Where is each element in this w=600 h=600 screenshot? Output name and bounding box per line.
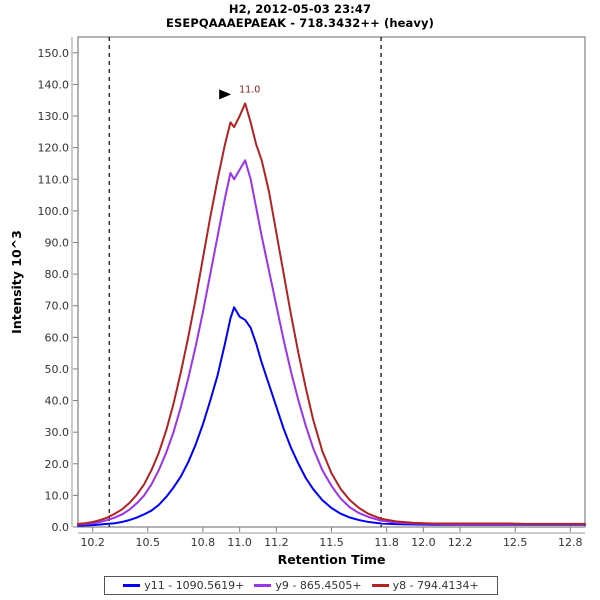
legend-color-swatch-icon [371, 584, 389, 587]
x-axis-tick-label: 10.2 [80, 536, 105, 549]
series-line-3[interactable] [77, 102, 586, 525]
legend-item-label: y9 - 865.4505+ [275, 579, 362, 592]
y-axis-tick-label: 40.0 [45, 395, 70, 408]
y-axis-tick-label: 100.0 [38, 205, 70, 218]
legend-item-label: y8 - 794.4134+ [392, 579, 479, 592]
x-axis-tick-label: 12.2 [448, 536, 473, 549]
y-axis-tick-label: 0.0 [52, 521, 70, 534]
x-axis-tick-label: 11.5 [319, 536, 344, 549]
y-axis-tick-label: 60.0 [45, 331, 70, 344]
x-axis-title: Retention Time [278, 552, 386, 567]
x-axis-tick-label: 11.0 [227, 536, 252, 549]
y-axis-tick-label: 50.0 [45, 363, 70, 376]
x-axis-tick-label: 11.8 [374, 536, 399, 549]
left-triangle-marker-icon [219, 89, 232, 100]
legend-color-swatch-icon [123, 584, 141, 587]
x-axis-tick-label: 12.8 [558, 536, 583, 549]
y-axis-tick-label: 20.0 [45, 458, 70, 471]
y-axis-tick-label: 150.0 [38, 47, 70, 60]
peak-annotation-label: 11.0 [239, 84, 260, 95]
plot-frame [77, 36, 586, 528]
legend: y11 - 1090.5619+ y9 - 865.4505+ y8 - 794.4… [104, 576, 498, 595]
y-axis-tick-label: 80.0 [45, 268, 70, 281]
x-axis-tick-label: 10.5 [136, 536, 161, 549]
y-axis-tick-label: 130.0 [38, 110, 70, 123]
chart-title-block: H2, 2012-05-03 23:47 ESEPQAAAEPAEAK - 71… [0, 2, 600, 30]
legend-color-swatch-icon [254, 584, 272, 587]
x-axis-tick-label: 10.8 [191, 536, 216, 549]
y-axis-tick-label: 110.0 [38, 173, 70, 186]
y-axis-tick-label: 70.0 [45, 300, 70, 313]
x-axis-tick-label: 12.5 [503, 536, 528, 549]
x-axis-tick-label: 11.2 [264, 536, 289, 549]
y-axis-title: Intensity 10^3 [9, 230, 24, 334]
x-axis-tick-label: 12.0 [411, 536, 436, 549]
legend-item-3[interactable]: y8 - 794.4134+ [367, 579, 484, 592]
y-axis-tick-label: 120.0 [38, 142, 70, 155]
legend-item-2[interactable]: y9 - 865.4505+ [249, 579, 366, 592]
legend-item-label: y11 - 1090.5619+ [144, 579, 245, 592]
legend-item-1[interactable]: y11 - 1090.5619+ [118, 579, 249, 592]
y-axis-tick-label: 10.0 [45, 489, 70, 502]
y-axis-tick-label: 140.0 [38, 78, 70, 91]
page-subtitle: ESEPQAAAEPAEAK - 718.3432++ (heavy) [166, 16, 434, 30]
y-axis-tick-label: 30.0 [45, 426, 70, 439]
page-title: H2, 2012-05-03 23:47 [228, 2, 372, 16]
y-axis-tick-label: 90.0 [45, 236, 70, 249]
